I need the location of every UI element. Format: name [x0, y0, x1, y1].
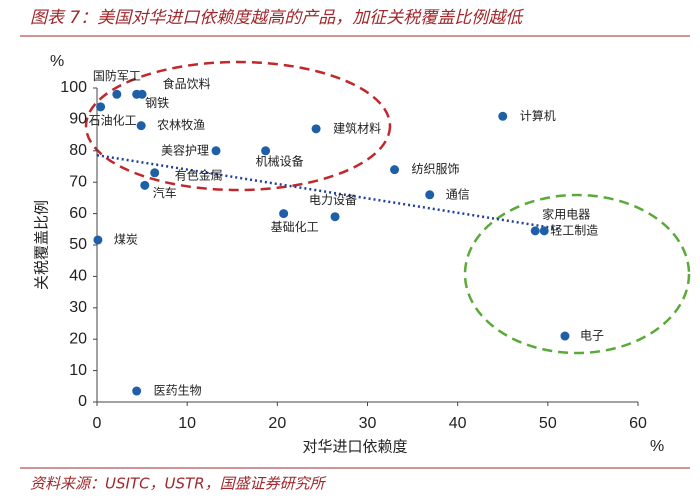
point-label: 美容护理 — [161, 142, 209, 157]
point — [140, 180, 150, 190]
point-label: 汽车 — [153, 185, 177, 200]
y-tick-label: 60 — [69, 205, 87, 222]
point-label: 基础化工 — [271, 220, 319, 234]
point-label: 计算机 — [520, 108, 556, 123]
point — [279, 209, 289, 219]
point-label: 食品饮料 — [163, 76, 211, 91]
y-tick-label: 10 — [69, 362, 87, 379]
point — [498, 111, 508, 121]
point-label: 纺织服饰 — [412, 162, 460, 176]
point — [390, 165, 400, 175]
point-label: 医药生物 — [154, 384, 202, 398]
point — [539, 226, 549, 236]
x-unit: % — [650, 438, 664, 455]
y-tick-label: 0 — [78, 393, 87, 410]
point-label: 电力设备 — [309, 193, 357, 207]
point — [137, 89, 147, 99]
point — [330, 212, 340, 222]
title: 图表 7：美国对华进口依赖度越高的产品，加征关税覆盖比例越低 — [30, 8, 524, 28]
point-label: 机械设备 — [256, 153, 304, 168]
x-tick-label: 50 — [539, 415, 557, 432]
trendline — [96, 153, 562, 231]
point — [132, 386, 142, 396]
x-tick-label: 60 — [629, 415, 647, 432]
point — [311, 124, 321, 134]
source: 资料来源：USITC，USTR，国盛证券研究所 — [30, 475, 327, 493]
point-label: 建筑材料 — [333, 120, 381, 135]
y-tick-label: 100 — [60, 79, 87, 96]
point-label: 电子 — [580, 329, 604, 343]
point — [530, 226, 540, 236]
point-label: 石油化工 — [89, 113, 137, 127]
x-tick-label: 40 — [449, 415, 467, 432]
y-tick-label: 30 — [69, 299, 87, 316]
point-label: 家用电器 — [542, 206, 590, 221]
y-tick-label: 40 — [69, 268, 87, 285]
point-label: 通信 — [446, 187, 470, 201]
x-tick-label: 20 — [268, 415, 286, 432]
point — [93, 235, 103, 245]
point-label: 有色金属 — [175, 167, 223, 182]
y-tick-label: 20 — [69, 330, 87, 347]
y-tick-label: 50 — [69, 236, 87, 253]
point — [112, 89, 122, 99]
x-tick-label: 10 — [178, 415, 196, 432]
point — [211, 146, 221, 156]
x-axis-label: 对华进口依赖度 — [302, 438, 407, 456]
point-label: 轻工制造 — [550, 223, 598, 237]
point-label: 国防军工 — [93, 68, 141, 83]
x-tick-label: 30 — [359, 415, 377, 432]
highlight-ellipse — [463, 193, 691, 355]
x-tick-label: 0 — [93, 415, 102, 432]
point-label: 煤炭 — [114, 232, 138, 246]
y-tick-label: 90 — [69, 111, 87, 128]
y-tick-label: 70 — [69, 173, 87, 190]
y-tick-label: 80 — [69, 142, 87, 159]
y-unit: % — [50, 53, 64, 70]
y-axis-label: 关税覆盖比例 — [33, 200, 51, 290]
point-label: 钢铁 — [145, 96, 169, 110]
point — [96, 102, 106, 112]
point — [560, 331, 570, 341]
point — [150, 168, 160, 178]
point — [261, 146, 271, 156]
point — [136, 121, 146, 131]
point — [425, 190, 435, 200]
point-label: 农林牧渔 — [157, 118, 205, 132]
highlight-ellipse — [84, 60, 392, 192]
